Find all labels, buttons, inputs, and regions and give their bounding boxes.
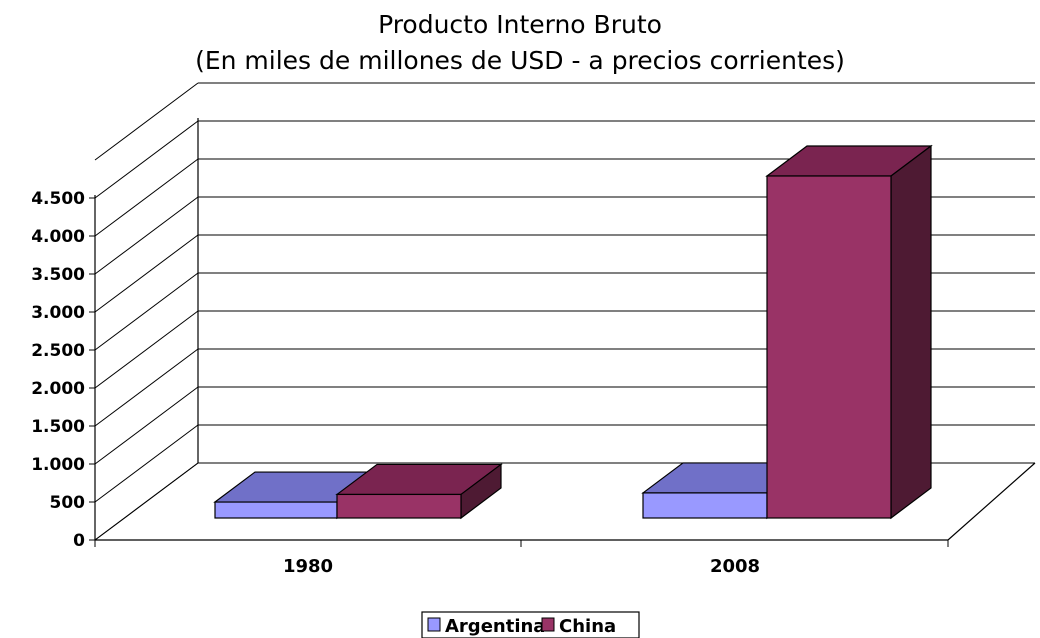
legend: Argentina China xyxy=(421,611,640,638)
y-tick-label: 2.000 xyxy=(31,379,85,399)
gridline-diagonal xyxy=(94,462,199,541)
chart-subtitle: (En miles de millones de USD - a precios… xyxy=(195,46,845,75)
y-tick-label: 2.500 xyxy=(31,341,85,361)
y-tick-label: 4.000 xyxy=(31,227,85,247)
y-tick-label: 500 xyxy=(50,493,86,513)
gridline-diagonal xyxy=(94,424,199,503)
gridline-diagonal xyxy=(94,310,199,389)
gridline-diagonal xyxy=(94,348,199,427)
y-tick-label: 1.000 xyxy=(31,455,85,475)
y-tick-label: 3.500 xyxy=(31,265,85,285)
y-tick-label: 4.500 xyxy=(31,189,85,209)
legend-swatch-china xyxy=(541,617,555,632)
legend-label-argentina: Argentina xyxy=(445,616,545,637)
y-tick-label: 0 xyxy=(73,531,85,551)
gridline-diagonal xyxy=(94,386,199,465)
bar-side xyxy=(890,144,932,520)
y-tick-label: 3.000 xyxy=(31,303,85,323)
gridline-diagonal xyxy=(94,82,199,161)
gridline-diagonal xyxy=(94,196,199,275)
gridline-diagonal xyxy=(94,120,199,199)
x-category-label: 1980 xyxy=(283,556,333,577)
gridline-diagonal xyxy=(94,158,199,237)
y-tick-label: 1.500 xyxy=(31,417,85,437)
x-axis-labels: 1980 2008 xyxy=(94,540,949,577)
bar-china-2008 xyxy=(765,144,933,520)
bar-front xyxy=(214,501,338,519)
gridline-diagonal xyxy=(94,272,199,351)
legend-box xyxy=(421,611,640,638)
bar-front xyxy=(766,175,892,519)
chart-title: Producto Interno Bruto xyxy=(378,10,662,39)
gridline-diagonal xyxy=(94,234,199,313)
bars xyxy=(213,144,933,520)
bar-front xyxy=(336,493,462,519)
bar-china-1980 xyxy=(335,463,503,520)
legend-swatch-argentina xyxy=(427,617,441,632)
legend-label-china: China xyxy=(559,616,616,637)
x-category-label: 2008 xyxy=(710,556,760,577)
bar-front xyxy=(642,492,768,519)
y-axis-ticks: 0 500 1.000 1.500 2.000 2.500 3.000 3.500 4.000 4… xyxy=(31,189,95,551)
